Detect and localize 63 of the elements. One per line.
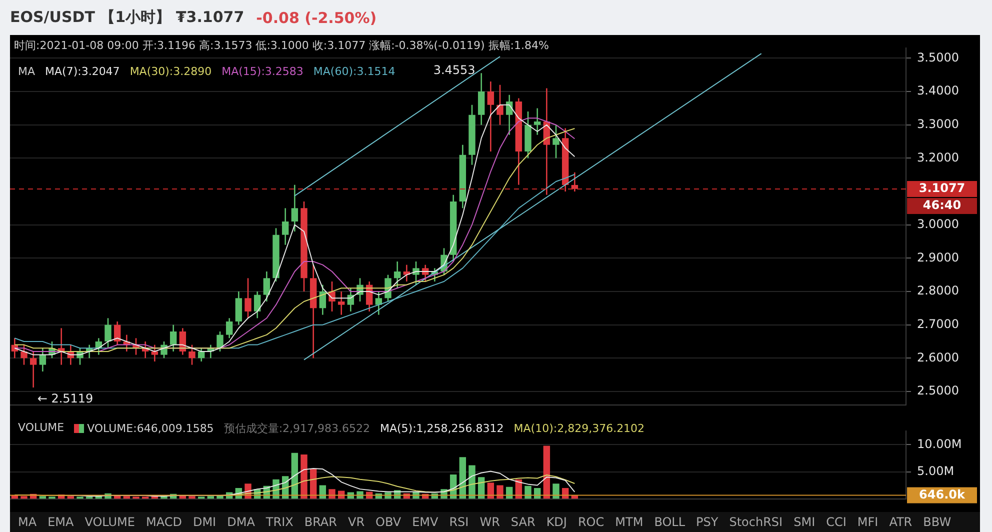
y-tick-label: 5.00M	[917, 464, 954, 478]
annotation: ← 2.5119	[37, 392, 94, 406]
ref-line-label: 646.0k	[919, 487, 966, 502]
text: MFI	[857, 515, 878, 529]
text: WR	[480, 515, 500, 529]
text: TRIX	[266, 515, 294, 529]
text: MA(10):2,829,376.2102	[514, 422, 645, 435]
y-tick-label: 3.4000	[917, 84, 959, 98]
y-tick-label: 2.6000	[917, 350, 959, 364]
text: DMI	[192, 515, 216, 529]
text: EMV	[412, 515, 438, 529]
text: EMA	[48, 515, 74, 529]
bar	[188, 496, 196, 499]
text: MA	[18, 515, 37, 529]
text: MA(5):1,258,256.8312	[380, 422, 504, 435]
text: MA(15):3.2583	[222, 65, 304, 78]
text: SMI	[794, 515, 816, 529]
text: KDJ	[546, 515, 567, 529]
text: 46:40	[922, 198, 962, 212]
chart-title: EOS/USDT 【1小时】 ₮3.1077	[10, 8, 244, 27]
bar	[552, 484, 560, 499]
text: RSI	[449, 515, 469, 529]
text: CCI	[826, 515, 846, 529]
text: MACD	[146, 515, 182, 529]
legend-title: VOLUME	[18, 421, 64, 436]
text: ROC	[578, 515, 604, 529]
bar	[543, 446, 550, 499]
text: -0.08 (-2.50%)	[256, 8, 377, 26]
text: VOLUME	[84, 515, 135, 529]
y-tick-label: 2.5000	[917, 384, 959, 398]
text: MTM	[615, 515, 644, 529]
text: BBW	[923, 515, 952, 529]
bar	[20, 496, 28, 499]
annotation: 预估成交量:2,917,983.6522	[224, 421, 370, 436]
y-tick-label: 10.00M	[917, 436, 962, 451]
bar	[300, 454, 308, 499]
text: BRAR	[304, 515, 337, 529]
y-tick-label: 3.0000	[917, 216, 959, 231]
y-tick-label: 3.2000	[917, 150, 959, 164]
legend-label: VOLUME:646,009.1585	[87, 422, 214, 435]
text: VR	[348, 515, 365, 529]
annotation: 3.4553	[433, 63, 476, 78]
y-tick-label: 3.3000	[917, 116, 959, 131]
text: MA(60):3.1514	[313, 65, 396, 78]
y-tick-label: 3.5000	[917, 50, 959, 64]
text: OBV	[376, 515, 402, 529]
bar	[524, 486, 532, 499]
y-tick-label: 2.7000	[917, 316, 959, 331]
text: MA(7):3.2047	[45, 65, 120, 78]
text: PSY	[696, 515, 718, 529]
text: DMA	[227, 515, 255, 529]
bar	[496, 485, 504, 499]
text: StochRSI	[729, 515, 783, 529]
chart-subtitle: 时间:2021-01-08 09:00 开:3.1196 高:3.1573 低:3.1000 收:3.1077 涨幅:-0.38%(-0.0119) 振幅:1.84%	[14, 38, 549, 53]
bar	[328, 489, 336, 499]
y-tick-label: 2.8000	[917, 284, 959, 298]
text: ATR	[889, 515, 912, 529]
y-tick-label: 2.9000	[917, 250, 959, 264]
text: MA(30):3.2890	[130, 65, 212, 78]
text: SAR	[510, 515, 536, 529]
legend-title: MA	[18, 65, 36, 78]
text: BOLL	[654, 515, 686, 529]
ref-line-label: 3.1077	[918, 181, 966, 196]
